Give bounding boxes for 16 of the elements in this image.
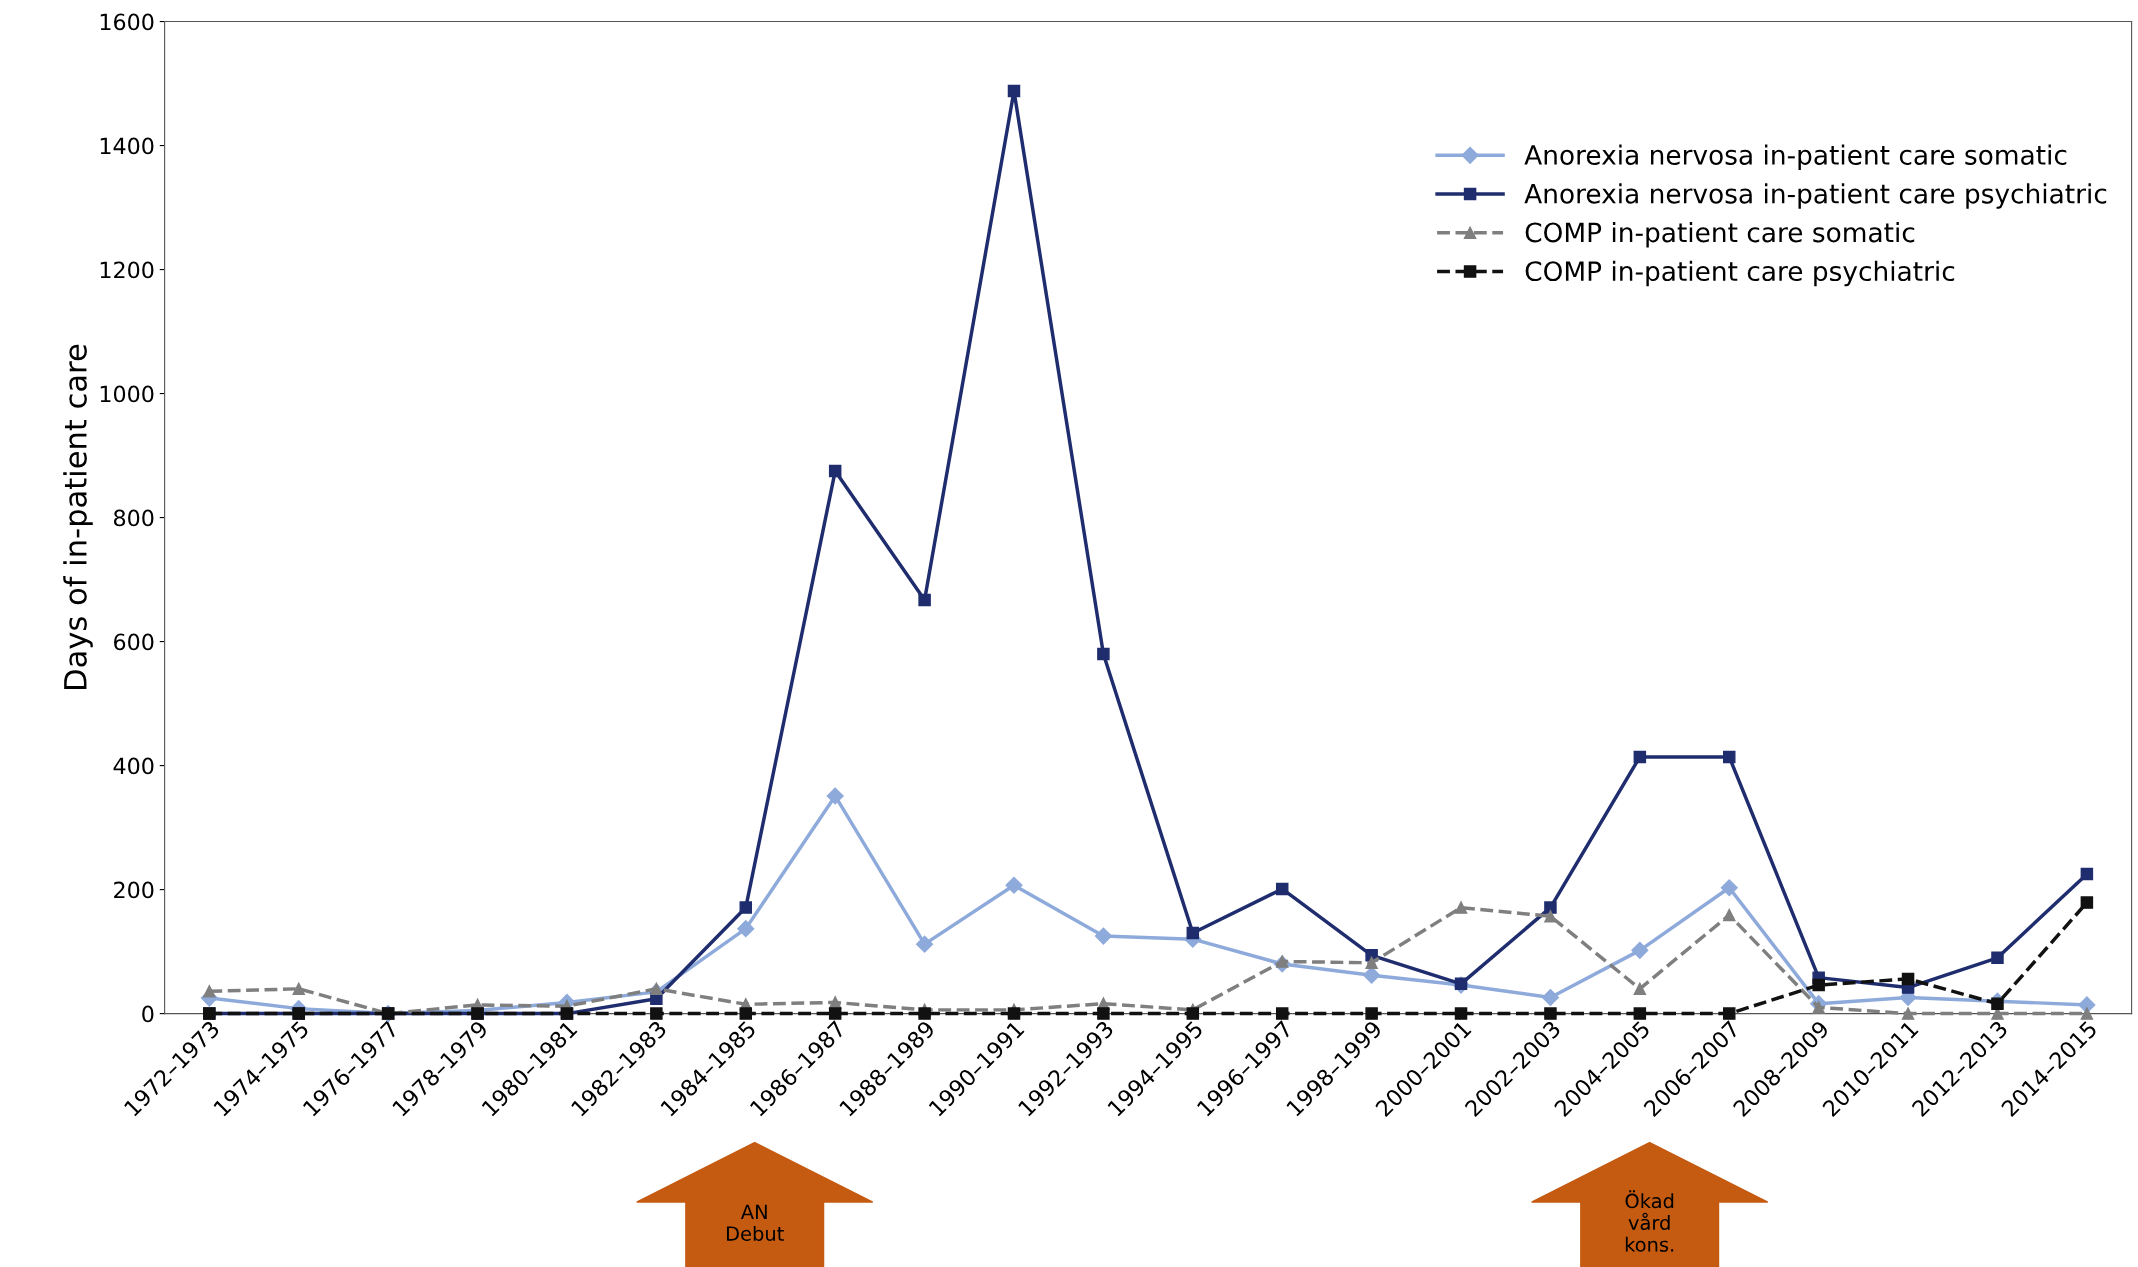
y-tick-label: 1400 bbox=[100, 137, 154, 155]
y-tick-label: 200 bbox=[114, 881, 154, 899]
y-tick-label: 1200 bbox=[100, 261, 154, 279]
y-tick-label: 1000 bbox=[100, 385, 154, 403]
legend-label: COMP in-patient care somatic bbox=[1525, 221, 1915, 248]
text: AN Debut bbox=[727, 1204, 784, 1241]
y-tick-label: 1600 bbox=[100, 13, 154, 31]
y-tick-label: 0 bbox=[142, 1005, 154, 1023]
text: Ökad vård kons. bbox=[1625, 1190, 1674, 1252]
y-tick-label: 600 bbox=[114, 633, 154, 651]
y-tick-label: 800 bbox=[113, 509, 154, 527]
legend-label: COMP in-patient care psychiatric bbox=[1525, 260, 1955, 287]
y-tick-label: 400 bbox=[113, 757, 154, 775]
y-axis-title: Days of in-patient care bbox=[63, 344, 93, 689]
legend-label: Anorexia nervosa in-patient care somatic bbox=[1524, 144, 2067, 171]
legend-label: Anorexia nervosa in-patient care psychiatric bbox=[1524, 183, 2107, 209]
